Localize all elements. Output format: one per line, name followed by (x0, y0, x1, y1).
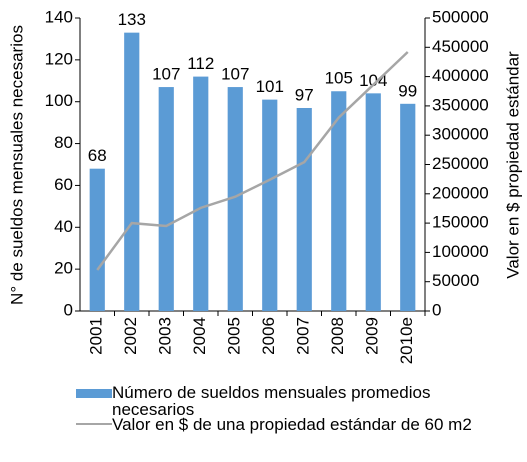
y-axis-title: N° de sueldos mensuales necesarios (7, 25, 26, 305)
y2-tick-label: 400000 (432, 66, 489, 85)
legend-swatch-line (76, 423, 112, 425)
y2-tick-label: 200000 (432, 183, 489, 202)
y-tick-label: 80 (54, 133, 73, 152)
y-tick-label: 0 (64, 300, 73, 319)
bar (227, 87, 243, 311)
value-label: 101 (256, 77, 284, 96)
x-tick-label: 2008 (328, 317, 347, 355)
x-tick-label: 2004 (190, 317, 209, 355)
bar (89, 168, 105, 311)
value-label: 68 (88, 146, 107, 165)
value-label: 97 (295, 85, 314, 104)
bar (262, 99, 278, 311)
y-tick-label: 20 (54, 259, 73, 278)
y2-tick-label: 250000 (432, 154, 489, 173)
y2-tick-label: 100000 (432, 242, 489, 261)
x-tick-label: 2007 (294, 317, 313, 355)
legend-entry: Número de sueldos mensuales promedios ne… (112, 383, 431, 419)
legend-entry: Valor en $ de una propiedad estándar de … (112, 415, 472, 434)
legend-swatch-bar (76, 389, 112, 398)
y2-tick-label: 350000 (432, 95, 489, 114)
bar (296, 107, 312, 311)
bar (365, 93, 381, 311)
x-tick-label: 2009 (363, 317, 382, 355)
bar (400, 103, 416, 311)
x-tick-label: 2002 (121, 317, 140, 355)
y-tick-label: 120 (45, 49, 73, 68)
y2-axis-title: Valor en $ propiedad estándar (503, 51, 522, 279)
bar (331, 91, 347, 311)
y2-tick-label: 300000 (432, 125, 489, 144)
x-tick-label: 2001 (87, 317, 106, 355)
value-label: 99 (398, 81, 417, 100)
value-label: 104 (359, 71, 387, 90)
value-label: 133 (118, 10, 146, 29)
value-label: 105 (325, 69, 353, 88)
y-tick-label: 100 (45, 91, 73, 110)
line (96, 51, 409, 271)
x-tick-label: 2006 (259, 317, 278, 355)
y2-tick-label: 450000 (432, 37, 489, 56)
chart: N° de sueldos mensuales necesarios Valor… (7, 7, 522, 364)
value-label: 112 (187, 54, 214, 73)
y2-tick-label: 0 (432, 300, 441, 319)
y-tick-label: 140 (45, 7, 73, 26)
value-label: 107 (152, 65, 180, 84)
value-label: 107 (221, 65, 249, 84)
y-tick-label: 40 (54, 217, 73, 236)
y2-tick-label: 500000 (432, 7, 489, 26)
x-tick-label: 2005 (225, 317, 244, 355)
y2-tick-label: 50000 (432, 271, 479, 290)
x-tick-label: 2010e (397, 317, 416, 364)
bar (158, 87, 174, 311)
y-tick-label: 60 (54, 175, 73, 194)
x-tick-label: 2003 (156, 317, 175, 355)
bar (193, 76, 209, 311)
y2-tick-label: 150000 (432, 213, 489, 232)
bar (124, 32, 140, 312)
